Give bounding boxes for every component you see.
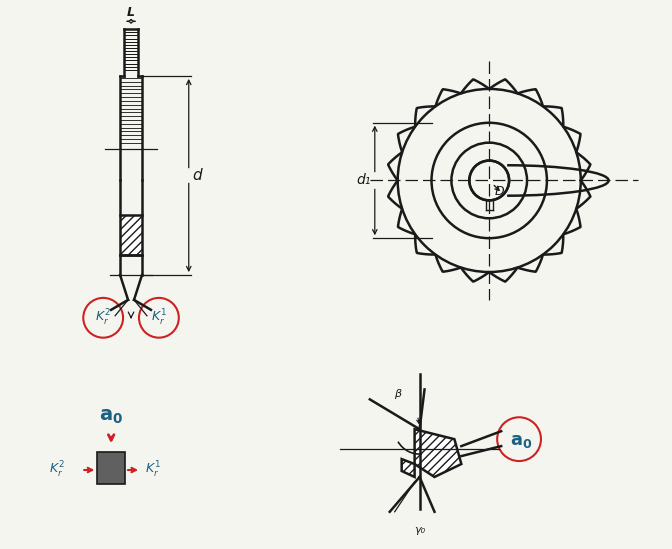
Text: β: β [394, 389, 401, 399]
Text: $\mathbf{a_0}$: $\mathbf{a_0}$ [510, 432, 532, 450]
Bar [97, 452, 125, 484]
Polygon shape [120, 215, 142, 255]
Text: $K_r^2$: $K_r^2$ [95, 308, 111, 328]
Text: L: L [127, 6, 135, 19]
Text: D: D [494, 186, 504, 198]
Text: $K_r^2$: $K_r^2$ [50, 460, 65, 480]
Polygon shape [402, 459, 415, 477]
Text: $\mathbf{a_0}$: $\mathbf{a_0}$ [99, 407, 123, 426]
Text: $K_r^1$: $K_r^1$ [151, 308, 167, 328]
Text: $K_r^1$: $K_r^1$ [145, 460, 161, 480]
Text: γ₀: γ₀ [414, 525, 425, 535]
Text: d₁: d₁ [356, 173, 371, 187]
Polygon shape [415, 429, 462, 477]
Text: d: d [193, 168, 202, 183]
